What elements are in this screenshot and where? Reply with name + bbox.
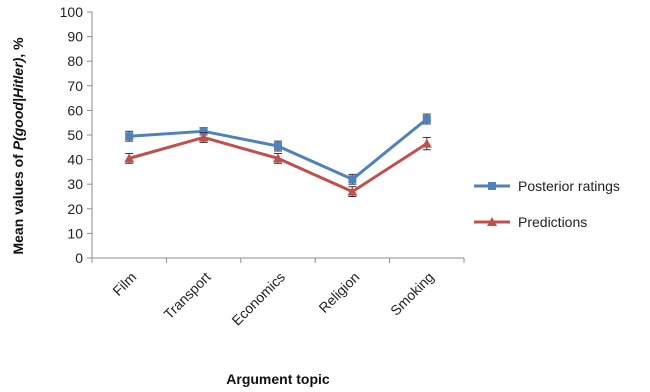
legend: Posterior ratings Predictions (474, 178, 620, 230)
data-point (125, 132, 134, 141)
data-point (422, 115, 431, 124)
y-tick-label: 70 (67, 78, 83, 94)
data-point (124, 153, 135, 163)
data-point (421, 138, 432, 148)
legend-label: Predictions (518, 214, 587, 230)
y-tick-label: 10 (67, 225, 83, 241)
axes: 0 10 20 30 40 50 60 70 80 90 100 Film Transport Econo… (60, 4, 465, 329)
data-point (347, 186, 358, 196)
data-point (273, 153, 283, 163)
y-tick-label: 0 (75, 250, 83, 266)
series-0 (125, 113, 431, 185)
y-tick-label: 80 (67, 53, 83, 69)
legend-label: Posterior ratings (518, 178, 620, 194)
y-tick-label: 50 (67, 127, 83, 143)
data-point (199, 127, 208, 136)
y-axis-label-suffix: , % (10, 37, 26, 58)
legend-item-1: Predictions (474, 214, 587, 230)
x-tick-label: Film (109, 269, 139, 299)
legend-marker (487, 217, 497, 226)
series-layer (124, 113, 432, 197)
y-tick-label: 40 (67, 152, 83, 168)
series-1 (124, 132, 432, 197)
y-tick-label: 60 (67, 102, 83, 118)
y-tick-label: 100 (60, 4, 84, 20)
x-tick-label: Transport (160, 269, 213, 322)
x-tick-label: Religion (315, 269, 362, 316)
legend-marker (488, 182, 496, 190)
x-tick-label: Economics (228, 269, 288, 329)
y-tick-label: 20 (67, 201, 83, 217)
y-tick-label: 30 (67, 176, 83, 192)
y-axis-label: Mean values of P(good|Hitler), % (10, 37, 26, 255)
x-axis-label: Argument topic (226, 371, 330, 387)
data-point (198, 132, 209, 142)
legend-item-0: Posterior ratings (474, 178, 620, 194)
data-point (348, 175, 357, 184)
data-point (274, 142, 282, 151)
x-tick-label: Smoking (387, 269, 437, 319)
y-tick-label: 90 (67, 29, 83, 45)
y-axis-label-italic: P(good|Hitler) (10, 57, 26, 150)
y-axis-label-prefix: Mean values of (10, 150, 26, 254)
